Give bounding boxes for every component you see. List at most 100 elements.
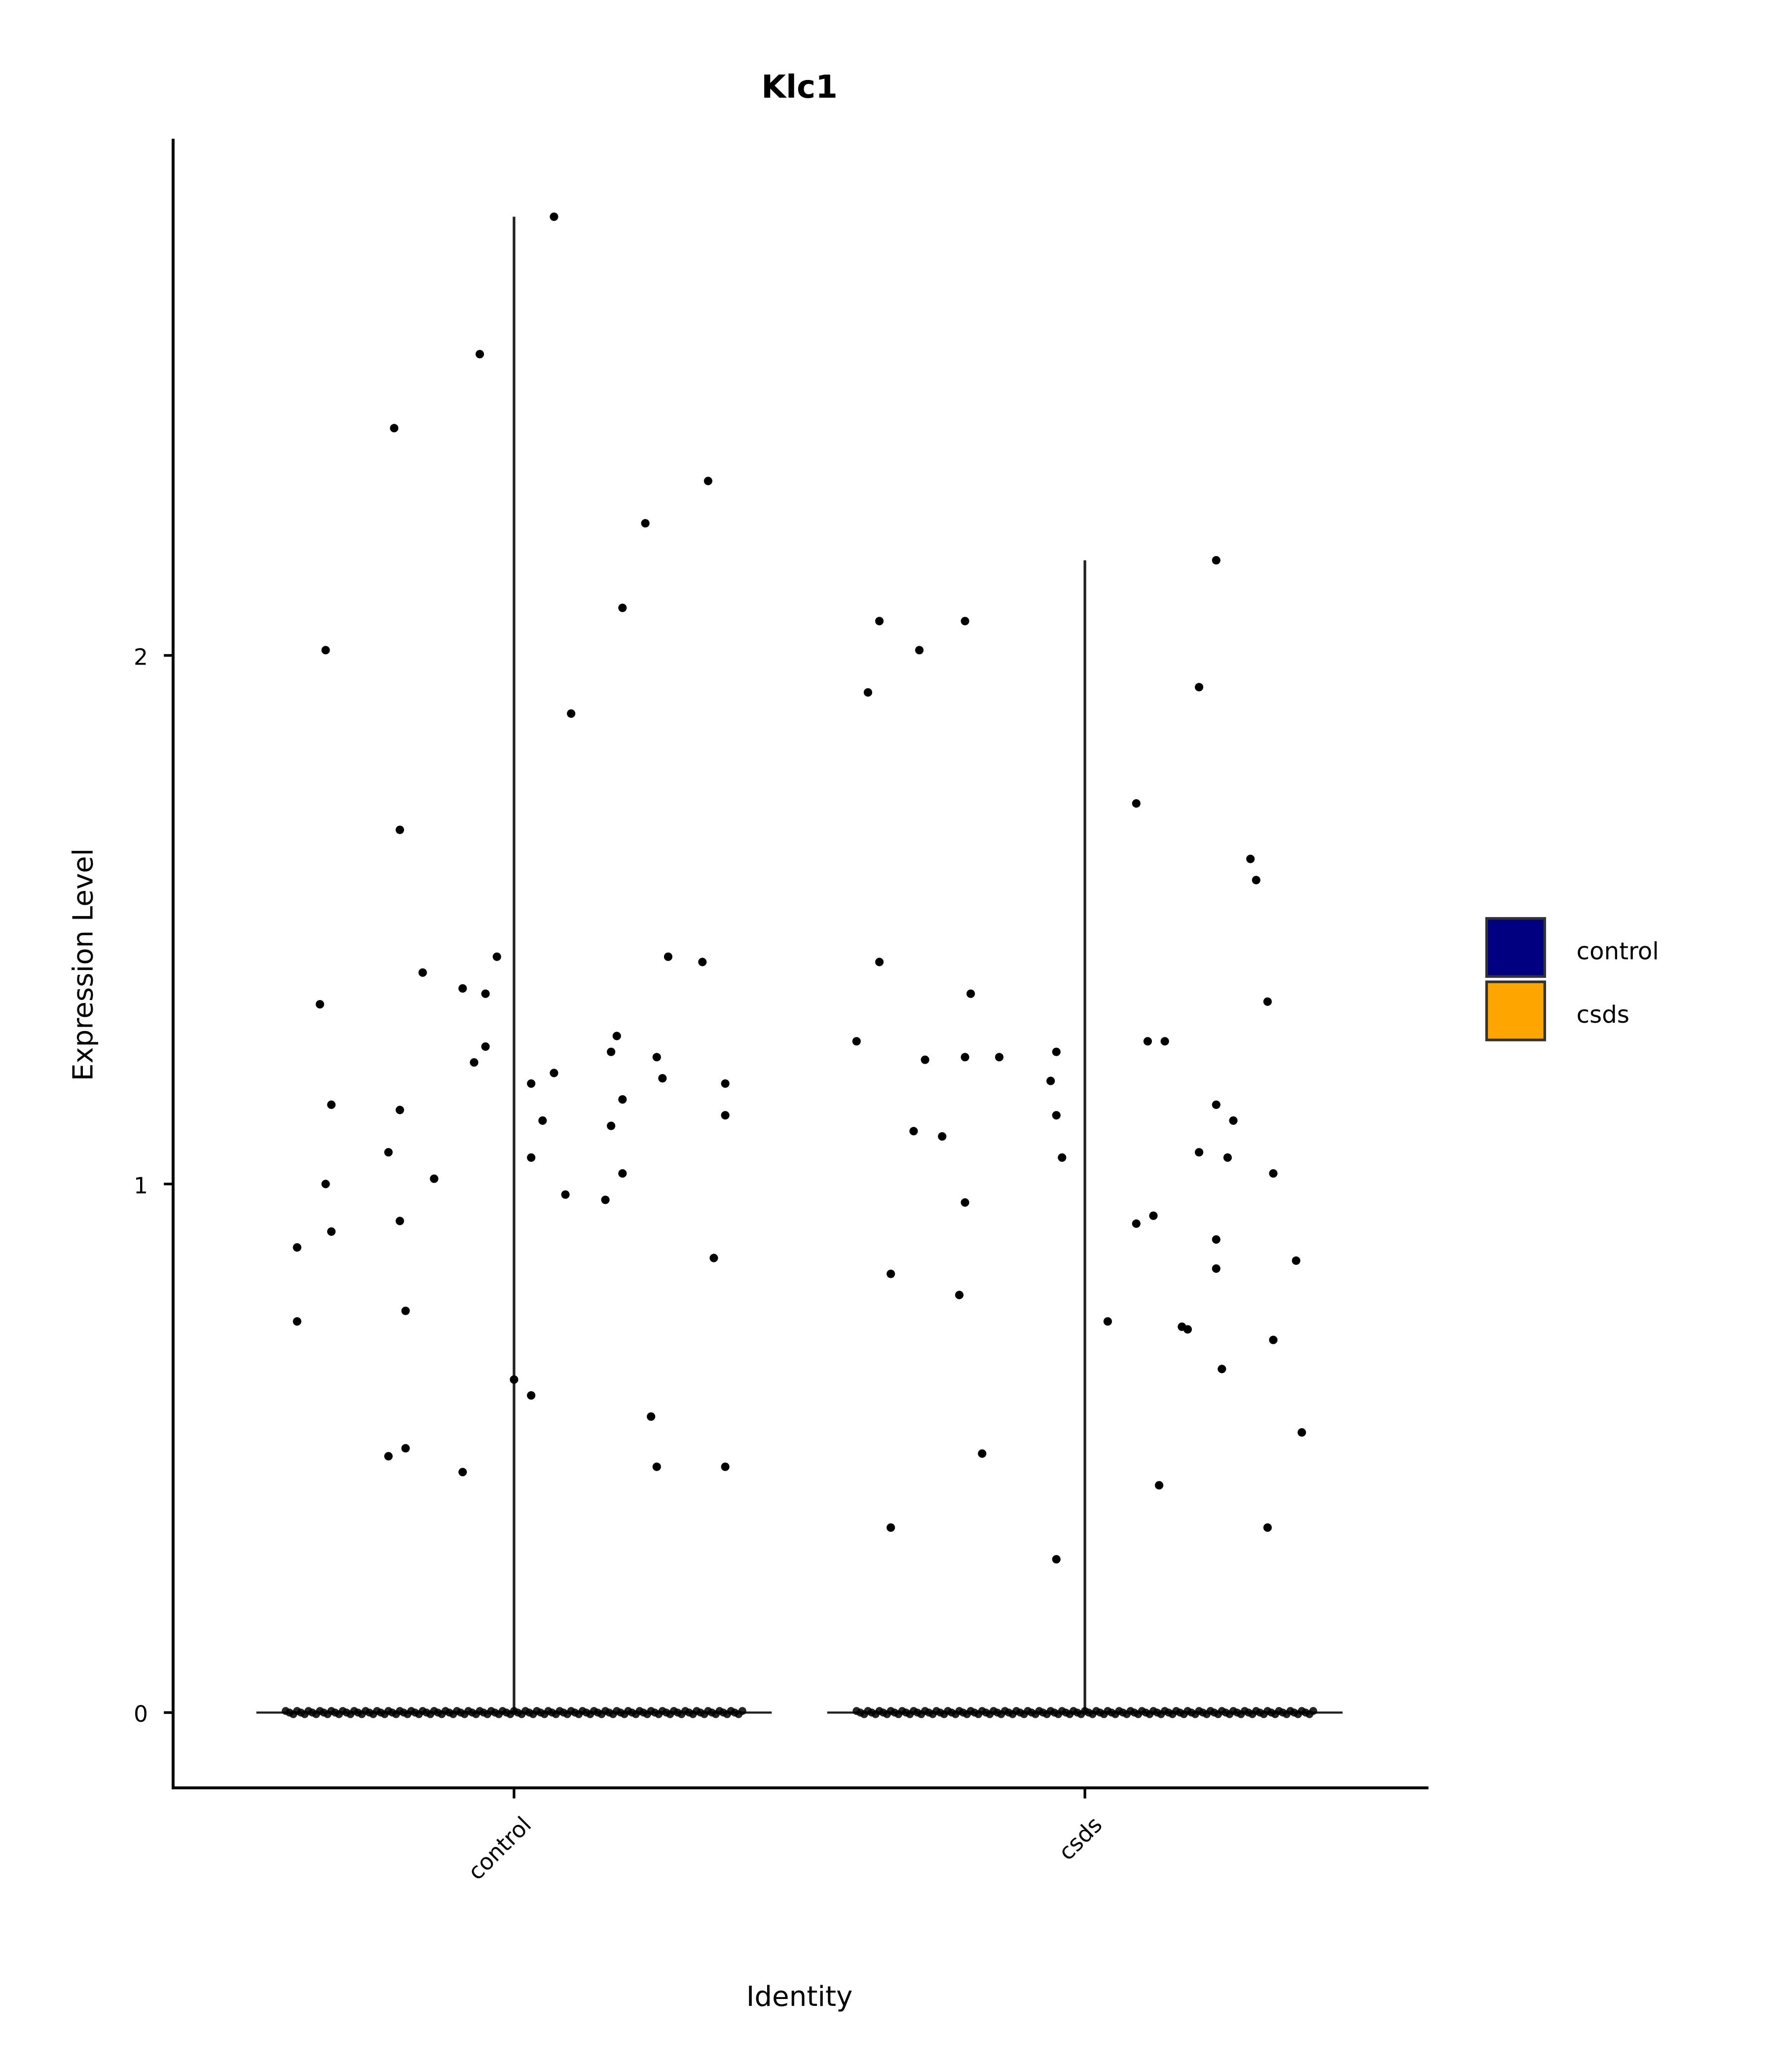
series-csds [827,556,1343,1718]
data-point [961,1198,969,1207]
data-point [458,984,467,993]
zero-point [1309,1707,1317,1715]
data-point [698,958,707,966]
data-point [1143,1037,1152,1046]
data-point [703,477,712,485]
zero-point [738,1707,746,1715]
data-point [470,1058,479,1067]
data-point [1223,1153,1232,1162]
data-point [527,1079,536,1088]
data-point [618,1169,627,1178]
data-point [658,1074,667,1083]
data-point [887,1523,895,1532]
data-point [1297,1428,1306,1437]
data-point [1149,1211,1158,1220]
data-point [664,952,672,961]
data-point [652,1053,661,1062]
data-point [321,646,330,655]
x-axis-title: Identity [746,1981,853,2013]
data-point [721,1462,730,1471]
plot-area [256,212,1343,1718]
data-point [327,1227,336,1236]
data-point [612,1032,621,1040]
data-point [1263,997,1272,1006]
y-ticks: 0 1 2 [134,644,173,1727]
data-point [561,1190,570,1199]
data-point [875,958,884,966]
y-tick-label: 1 [134,1173,148,1199]
legend-label-control: control [1577,938,1659,965]
data-point [550,1069,558,1077]
data-point [293,1243,301,1252]
data-point [978,1449,987,1458]
data-point [527,1153,536,1162]
data-point [887,1269,895,1278]
data-point [1154,1481,1164,1490]
data-point [550,212,558,221]
data-point [384,1452,393,1461]
data-point [1212,556,1221,565]
data-point [961,617,969,626]
data-point [1132,1219,1141,1228]
x-tick-label: control [463,1812,536,1885]
data-point [395,1217,405,1225]
data-point [395,1106,405,1114]
legend: control csds [1485,917,1659,1041]
data-point [390,424,399,433]
data-point [384,1148,393,1157]
data-point [1269,1335,1278,1344]
data-point [475,350,484,359]
data-point [430,1174,439,1183]
data-point [601,1195,610,1204]
x-tick-label: csds [1053,1812,1107,1865]
x-ticks: control csds [463,1788,1107,1885]
data-point [1058,1153,1067,1162]
data-point [1194,683,1204,692]
data-point [875,617,884,626]
data-point [966,989,975,998]
data-point [1229,1116,1238,1125]
data-point [852,1037,861,1046]
data-point [995,1053,1004,1062]
series-control [256,212,772,1718]
data-point [921,1055,929,1064]
data-point [709,1254,718,1262]
data-point [961,1053,969,1062]
data-point [721,1111,730,1120]
data-point [607,1121,616,1130]
data-point [1103,1317,1112,1326]
legend-label-csds: csds [1577,1001,1629,1029]
data-point [1052,1047,1061,1056]
data-point [327,1100,336,1109]
data-point [1212,1100,1221,1109]
data-point [618,1095,627,1104]
data-point [863,688,872,697]
data-point [1246,854,1255,863]
data-point [481,989,490,998]
data-point [938,1132,947,1141]
data-point [1052,1555,1061,1564]
data-point [1183,1325,1192,1334]
data-point [618,603,627,612]
data-point [1269,1169,1278,1178]
data-point [641,519,650,528]
data-point [315,1000,325,1009]
data-point [955,1291,964,1299]
data-point [1263,1523,1272,1532]
data-point [1218,1365,1226,1373]
data-point [492,952,501,961]
data-point [652,1462,661,1471]
data-point [607,1047,616,1056]
legend-swatch-csds [1485,980,1546,1041]
data-point [567,709,576,718]
data-point [1212,1264,1221,1273]
data-point [1160,1037,1169,1046]
data-point [915,646,924,655]
y-tick-label: 0 [134,1701,148,1727]
data-point [538,1116,547,1125]
data-point [527,1391,536,1400]
data-point [909,1127,918,1136]
data-point [1292,1256,1300,1265]
data-point [1194,1148,1204,1157]
